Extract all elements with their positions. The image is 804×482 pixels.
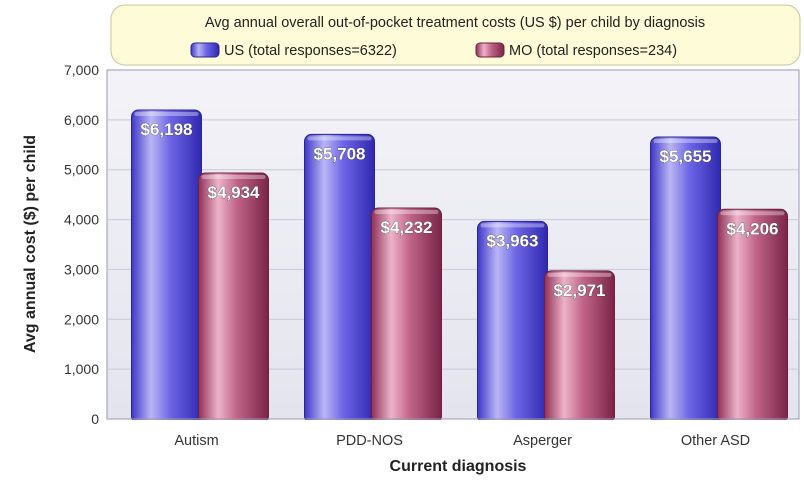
x-axis-ticks: Autism PDD-NOS Asperger Other ASD: [174, 433, 750, 449]
legend-swatch-us: [190, 42, 220, 58]
bar-highlight: [480, 223, 545, 228]
bar-highlight: [201, 175, 266, 180]
bar-mo-other-asd[interactable]: [717, 208, 788, 424]
legend: US (total responses=6322) MO (total resp…: [190, 42, 677, 59]
y-tick-label: 6,000: [64, 112, 99, 128]
bar-us-other-asd[interactable]: [650, 136, 721, 424]
bar-highlight: [653, 139, 718, 144]
x-axis-title: Current diagnosis: [390, 458, 527, 475]
x-tick-label: Autism: [174, 433, 218, 449]
legend-item-mo[interactable]: MO (total responses=234): [475, 42, 677, 59]
bar-highlight: [547, 272, 612, 277]
y-tick-label: 7,000: [64, 62, 99, 78]
legend-label-mo: MO (total responses=234): [509, 43, 677, 59]
bar-mo-autism[interactable]: [198, 172, 269, 424]
y-tick-label: 5,000: [64, 162, 99, 178]
y-tick-label: 0: [91, 411, 99, 427]
y-tick-label: 4,000: [64, 212, 99, 228]
y-tick-label: 1,000: [64, 361, 99, 377]
legend-swatch-mo: [475, 42, 505, 58]
legend-label-us: US (total responses=6322): [224, 43, 397, 59]
x-tick-label: PDD-NOS: [336, 433, 403, 449]
y-tick-label: 2,000: [64, 311, 99, 327]
data-label: $5,655: [660, 147, 712, 166]
axis-floor: [106, 420, 800, 426]
y-axis-title: Avg annual cost ($) per child: [22, 135, 39, 353]
bar-highlight: [374, 210, 439, 215]
chart-title: Avg annual overall out-of-pocket treatme…: [205, 15, 705, 31]
data-label: $4,206: [727, 219, 779, 238]
data-label: $4,232: [381, 218, 433, 237]
data-label: $3,963: [487, 231, 539, 250]
x-tick-label: Other ASD: [681, 433, 750, 449]
data-label: $6,198: [141, 120, 193, 139]
y-axis-ticks: 0 1,000 2,000 3,000 4,000 5,000 6,000 7,000: [64, 62, 99, 427]
y-tick-label: 3,000: [64, 261, 99, 277]
bar-mo-pdd-nos[interactable]: [371, 207, 442, 424]
data-labels: $6,198 $4,934 $5,708 $4,232 $3,963 $2,971 $5,6…: [107, 120, 799, 420]
legend-item-us[interactable]: US (total responses=6322): [190, 42, 397, 59]
bar-highlight: [307, 136, 372, 141]
title-box: [110, 4, 801, 66]
bar-us-autism[interactable]: [131, 109, 202, 424]
bar-us-asperger[interactable]: [477, 220, 548, 424]
bars: [106, 109, 800, 426]
bar-highlight: [134, 111, 199, 116]
bar-highlight: [720, 211, 785, 216]
bar-us-pdd-nos[interactable]: [304, 133, 375, 424]
data-label: $2,971: [554, 281, 606, 300]
x-tick-label: Asperger: [513, 433, 572, 449]
data-label: $4,934: [208, 183, 261, 202]
data-label: $5,708: [314, 144, 366, 163]
